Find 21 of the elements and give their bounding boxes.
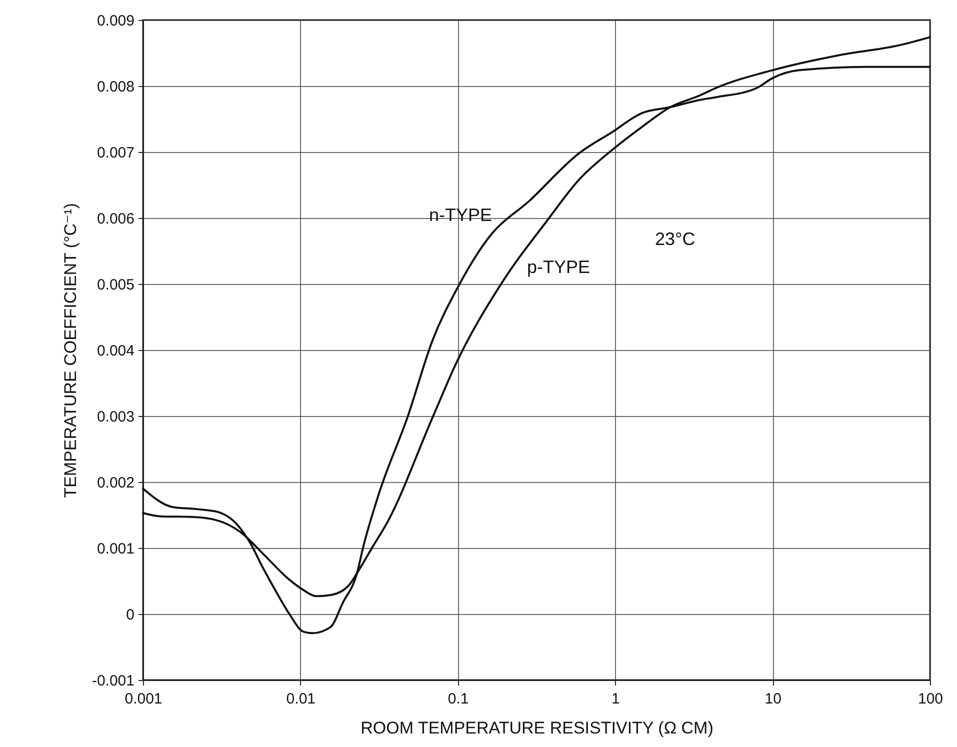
y-tick-label: 0.007 <box>96 144 134 162</box>
y-tick-label: -0.001 <box>92 672 134 690</box>
y-tick-label: 0.008 <box>96 78 134 96</box>
x-tick-label: 0.01 <box>286 690 316 708</box>
y-tick-label: 0.009 <box>96 12 134 30</box>
series-label: p-TYPE <box>527 257 590 277</box>
y-tick-label: 0.006 <box>96 210 134 228</box>
x-tick-label: 1 <box>612 690 620 708</box>
x-tick-label: 0.001 <box>124 690 162 708</box>
x-axis-title: ROOM TEMPERATURE RESISTIVITY (Ω CM) <box>360 718 714 738</box>
y-axis-title: TEMPERATURE COEFFICIENT (°C⁻¹) <box>60 203 80 498</box>
y-tick-label: 0.005 <box>96 276 134 294</box>
x-tick-label: 0.1 <box>448 690 469 708</box>
y-tick-label: 0.001 <box>96 540 134 558</box>
y-tick-label: 0.002 <box>96 474 134 492</box>
y-tick-label: 0.003 <box>96 408 134 426</box>
y-tick-label: 0 <box>126 606 134 624</box>
y-tick-label: 0.004 <box>96 342 134 360</box>
x-tick-label: 10 <box>764 690 782 708</box>
x-tick-label: 100 <box>918 690 944 708</box>
annotation: 23°C <box>655 229 696 249</box>
